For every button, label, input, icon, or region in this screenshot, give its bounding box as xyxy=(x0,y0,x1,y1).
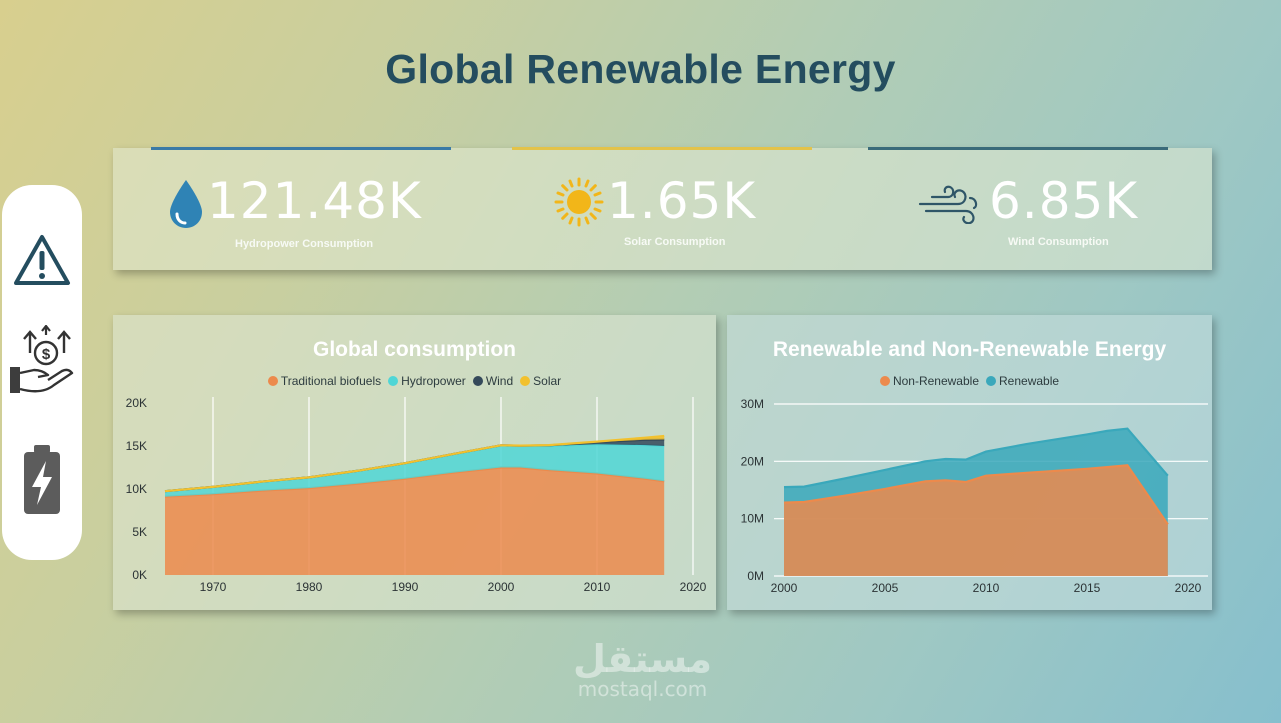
sun-icon xyxy=(554,177,604,232)
y-tick-label: 10K xyxy=(126,482,147,496)
chart-title-renewable-nonrenewable: Renewable and Non-Renewable Energy xyxy=(772,338,1167,361)
line-solar xyxy=(164,434,665,493)
watermark-latin: mostaql.com xyxy=(577,677,708,701)
legend-item-hydropower[interactable]: Hydropower xyxy=(388,374,466,388)
legend-item-solar[interactable]: Solar xyxy=(520,374,561,388)
renewable-nonrenewable-chart: 0M 10M 20M 30M 2000 2005 2010 2015 2020 xyxy=(741,397,1208,595)
x-tick-label: 2005 xyxy=(872,581,899,595)
legend-renewable-nonrenewable: Non-Renewable Renewable xyxy=(727,374,1212,388)
global-consumption-chart: 0K 5K 10K 15K 20K 1970 1980 1990 2000 2010 2020 xyxy=(126,396,707,594)
warning-icon[interactable] xyxy=(2,233,82,287)
global-consumption-panel: Global consumption Traditional biofuels … xyxy=(113,315,716,610)
watermark-arabic: مستقل xyxy=(573,637,712,681)
legend-item-non-renewable[interactable]: Non-Renewable xyxy=(879,374,979,388)
kpi-label-wind: Wind Consumption xyxy=(1008,236,1109,248)
legend-item-wind[interactable]: Wind xyxy=(472,374,513,388)
legend-global-consumption: Traditional biofuels Hydropower Wind Sol… xyxy=(113,374,716,388)
x-tick-label: 2010 xyxy=(584,580,611,594)
svg-text:$: $ xyxy=(42,346,51,363)
y-tick-label: 5K xyxy=(132,525,147,539)
kpi-accent-bar-solar xyxy=(512,147,812,150)
x-tick-label: 1980 xyxy=(296,580,323,594)
kpi-value-hydropower: 121.48K xyxy=(207,172,422,230)
area-non-renewable xyxy=(784,465,1168,576)
kpi-label-solar: Solar Consumption xyxy=(624,236,726,248)
x-tick-label: 2010 xyxy=(973,581,1000,595)
battery-charge-icon[interactable] xyxy=(2,443,82,517)
line-renewable xyxy=(783,427,1169,489)
y-tick-label: 20M xyxy=(741,454,764,468)
x-tick-label: 2000 xyxy=(488,580,515,594)
x-tick-label: 2000 xyxy=(771,581,798,595)
legend-item-renewable[interactable]: Renewable xyxy=(986,374,1059,388)
wind-icon xyxy=(918,184,980,229)
y-tick-label: 30M xyxy=(741,397,764,411)
kpi-accent-bar-wind xyxy=(868,147,1168,150)
x-tick-label: 2020 xyxy=(680,580,707,594)
kpi-value-solar: 1.65K xyxy=(607,172,757,230)
legend-item-traditional-biofuels[interactable]: Traditional biofuels xyxy=(267,374,381,388)
kpi-accent-bar-hydro xyxy=(151,147,451,150)
x-tick-label: 2015 xyxy=(1074,581,1101,595)
sidebar: $ xyxy=(2,185,82,560)
money-hand-icon[interactable]: $ xyxy=(2,325,82,397)
kpi-panel: 121.48K Hydropower Consumption 1.65K Sol… xyxy=(113,147,1212,270)
chart-title-global-consumption: Global consumption xyxy=(313,338,516,361)
kpi-label-hydropower: Hydropower Consumption xyxy=(235,238,374,250)
page-title: Global Renewable Energy xyxy=(385,46,896,92)
y-tick-label: 20K xyxy=(126,396,147,410)
watermark: مستقل mostaql.com xyxy=(560,640,725,700)
renewable-nonrenewable-panel: Renewable and Non-Renewable Energy Non-R… xyxy=(727,315,1212,610)
line-non-renewable xyxy=(783,464,1169,526)
y-tick-label: 0K xyxy=(132,568,147,582)
y-tick-label: 0M xyxy=(747,569,764,583)
area-hydropower xyxy=(165,444,665,497)
y-tick-label: 15K xyxy=(126,439,147,453)
kpi-value-wind: 6.85K xyxy=(989,172,1139,230)
x-tick-label: 1990 xyxy=(392,580,419,594)
area-traditional-biofuels xyxy=(165,467,665,575)
water-drop-icon xyxy=(168,178,204,235)
x-tick-label: 1970 xyxy=(200,580,227,594)
y-tick-label: 10M xyxy=(741,512,764,526)
x-tick-label: 2020 xyxy=(1175,581,1202,595)
